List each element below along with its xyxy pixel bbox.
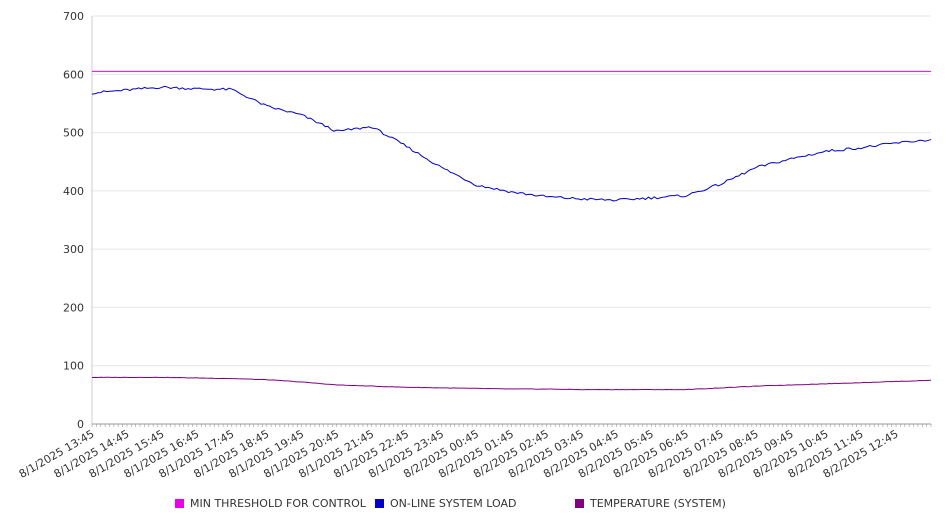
- y-tick-label: 600: [63, 68, 84, 81]
- series-line-on-line-system-load: [91, 85, 932, 202]
- legend-label-temperature: TEMPERATURE (SYSTEM): [590, 497, 726, 510]
- legend-item-temperature: TEMPERATURE (SYSTEM): [575, 497, 726, 510]
- y-tick-label: 200: [63, 301, 84, 314]
- y-tick-label: 100: [63, 360, 84, 373]
- legend-label-system-load: ON-LINE SYSTEM LOAD: [390, 497, 517, 510]
- y-axis-tick-labels: 0 100 200 300 400 500 600 700: [63, 10, 84, 431]
- y-tick-label: 400: [63, 185, 84, 198]
- legend: MIN THRESHOLD FOR CONTROL ON-LINE SYSTEM…: [0, 497, 946, 517]
- y-tick-label: 500: [63, 127, 84, 140]
- grid-lines: [92, 15, 931, 367]
- legend-item-min-threshold: MIN THRESHOLD FOR CONTROL: [175, 497, 366, 510]
- legend-item-system-load: ON-LINE SYSTEM LOAD: [375, 497, 516, 510]
- series-lines: [91, 70, 932, 391]
- y-tick-label: 700: [63, 10, 84, 23]
- legend-swatch-temperature: [575, 499, 584, 508]
- series-line-temperature-system: [91, 376, 932, 391]
- legend-swatch-min-threshold: [175, 499, 184, 508]
- y-tick-label: 0: [77, 418, 84, 431]
- y-tick-label: 300: [63, 243, 84, 256]
- legend-swatch-system-load: [375, 499, 384, 508]
- legend-label-min-threshold: MIN THRESHOLD FOR CONTROL: [190, 497, 366, 510]
- axes: [91, 16, 932, 427]
- x-axis-tick-labels: 8/1/2025 13:458/1/2025 14:458/1/2025 15:…: [17, 427, 901, 481]
- line-chart: 0 100 200 300 400 500 600 700 8/1/2025 13:458/1…: [17, 10, 932, 481]
